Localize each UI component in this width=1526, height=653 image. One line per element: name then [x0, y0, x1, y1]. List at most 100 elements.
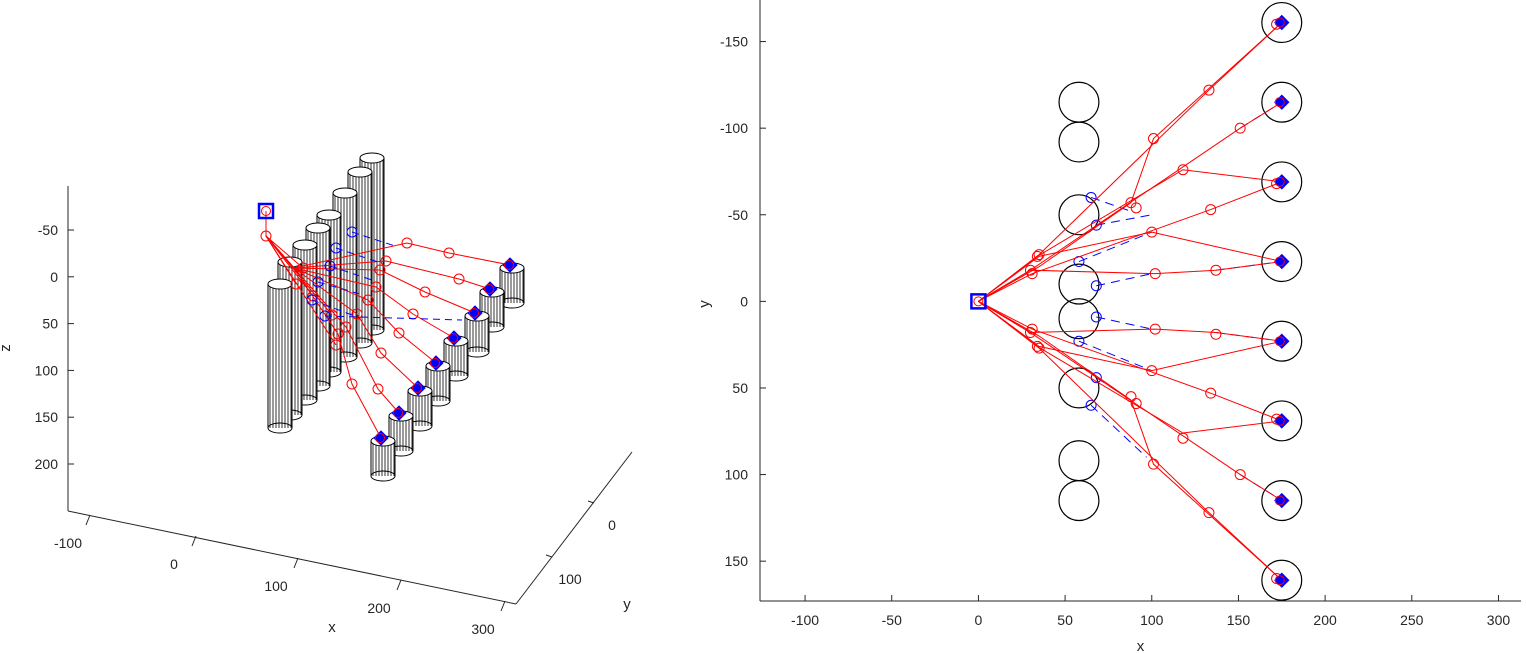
- red-marker: [1210, 328, 1222, 340]
- y-axis-label: y: [696, 300, 713, 308]
- x-axis-line: [67, 510, 517, 605]
- red-marker: [1205, 204, 1217, 216]
- x-tick-mark: [293, 557, 299, 569]
- y-axis-label: y: [623, 596, 631, 613]
- target-red-marker: [375, 433, 385, 443]
- target-red-marker: [1274, 256, 1285, 267]
- x-tick-mark: [396, 579, 402, 591]
- red-marker: [260, 230, 272, 242]
- red-marker: [1146, 365, 1158, 377]
- blue-marker: [312, 276, 324, 288]
- blue-dashed-path: [1078, 231, 1152, 262]
- x-tick-label: 100: [1140, 612, 1164, 628]
- z-axis-label: z: [0, 344, 14, 352]
- red-marker: [1148, 133, 1160, 145]
- x-tick-label: -100: [54, 535, 82, 551]
- red-marker: [1031, 250, 1043, 262]
- x-tick-label: 250: [1400, 612, 1424, 628]
- cylinder-bottom: [267, 422, 293, 434]
- x-tick-label: 300: [1487, 612, 1511, 628]
- red-path: [265, 235, 304, 269]
- red-marker: [307, 290, 319, 302]
- y-tick-label: 100: [558, 571, 582, 587]
- source-red-marker: [261, 206, 271, 216]
- red-marker: [330, 339, 342, 351]
- target-red-marker: [393, 408, 403, 418]
- target-diamond: [1274, 253, 1290, 270]
- x-tick-label: 200: [367, 600, 391, 616]
- x-tick-label: 100: [264, 578, 288, 594]
- red-marker: [1203, 507, 1215, 519]
- target-diamond: [1274, 14, 1290, 31]
- target-ring-circle: [1261, 559, 1303, 601]
- red-marker: [443, 247, 455, 259]
- y-tick-label: 50: [732, 380, 748, 396]
- blue-marker: [1090, 372, 1102, 384]
- red-marker: [401, 237, 413, 249]
- z-tick-label: 50: [42, 316, 58, 332]
- red-marker: [453, 273, 465, 285]
- blue-marker: [1090, 219, 1102, 231]
- source-square: [257, 202, 275, 220]
- target-ring-circle: [1261, 81, 1303, 123]
- blue-dashed-path: [311, 299, 361, 319]
- red-path: [978, 22, 1283, 302]
- blue-dashed-path: [1096, 273, 1152, 287]
- obstacle-circle: [1058, 367, 1100, 409]
- y-tick-label: 0: [608, 517, 616, 533]
- obstacle-circle: [1058, 480, 1100, 522]
- blue-dashed-path: [1090, 196, 1132, 212]
- target-red-marker: [1274, 176, 1285, 187]
- red-path: [978, 300, 1283, 581]
- z-tick-label: 100: [35, 362, 59, 378]
- red-marker: [1234, 122, 1246, 134]
- blue-dashed-path: [351, 231, 396, 247]
- blue-marker: [1085, 191, 1097, 203]
- red-path: [978, 231, 1282, 302]
- blue-marker: [1085, 399, 1097, 411]
- red-marker: [1234, 469, 1246, 481]
- target-red-marker: [469, 308, 479, 318]
- obstacle-circle: [1058, 81, 1100, 123]
- obstacle-circle: [1058, 194, 1100, 236]
- source-red-marker: [973, 296, 984, 307]
- red-marker: [340, 321, 352, 333]
- red-marker: [1033, 249, 1045, 261]
- red-marker: [1031, 340, 1043, 352]
- target-diamond: [1274, 492, 1290, 509]
- red-marker: [419, 286, 431, 298]
- red-marker: [1177, 164, 1189, 176]
- cylinder-top: [347, 166, 373, 178]
- y-tick-label: 150: [725, 553, 749, 569]
- y-tick-label: -100: [720, 120, 748, 136]
- x-tick-mark: [191, 535, 197, 547]
- target-red-marker: [484, 284, 494, 294]
- red-marker: [351, 308, 363, 320]
- red-path: [265, 235, 337, 346]
- target-ring-circle: [1261, 480, 1303, 522]
- red-marker: [375, 347, 387, 359]
- source-square: [970, 293, 987, 310]
- x-tick-label: 50: [1057, 612, 1073, 628]
- obstacle-circle: [1058, 440, 1100, 482]
- target-diamond: [1274, 413, 1290, 429]
- red-path: [978, 300, 1282, 434]
- target-red-marker: [412, 383, 422, 393]
- red-marker: [1026, 323, 1038, 335]
- target-cylinder: [388, 410, 414, 457]
- y-axis-line: [515, 451, 633, 605]
- blue-dashed-path: [324, 315, 463, 321]
- y-tick-label: -50: [728, 207, 748, 223]
- target-diamond: [1274, 572, 1290, 588]
- target-red-marker: [1274, 495, 1285, 506]
- obstacle-circle: [1058, 263, 1100, 305]
- red-marker: [1026, 268, 1038, 280]
- left-3d-plot: -50 0 50 100 150 200 z -100 0 100 200 300 x 0 100 y: [0, 152, 633, 637]
- target-red-marker: [1274, 415, 1285, 426]
- y-tick-label: -150: [720, 34, 748, 50]
- x-tick-label: 0: [170, 556, 178, 572]
- red-marker: [290, 278, 302, 290]
- x-tick-label: 0: [975, 612, 983, 628]
- right-2d-plot: -100 -50 0 50 100 150 200 250 300 -150 -100 -50 0 50 1…: [696, 0, 1521, 653]
- z-tick-label: 0: [50, 269, 58, 285]
